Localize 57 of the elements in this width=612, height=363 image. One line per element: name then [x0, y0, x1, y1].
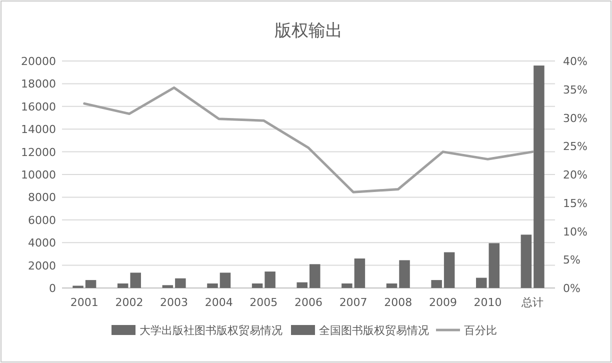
- y-tick-label: 18000: [21, 78, 56, 91]
- bar: [476, 278, 487, 288]
- bar: [220, 272, 231, 288]
- x-tick-label: 2004: [204, 296, 233, 309]
- y-tick-label: 8000: [28, 191, 56, 204]
- y-tick-label: 20000: [21, 55, 56, 68]
- y-tick-label: 0: [49, 282, 56, 295]
- legend-label: 全国图书版权贸易情况: [319, 324, 429, 337]
- x-tick-label: 2008: [384, 296, 412, 309]
- bar: [444, 252, 455, 288]
- y2-tick-label: 0%: [563, 282, 580, 295]
- bar: [117, 283, 128, 288]
- y2-tick-label: 30%: [563, 112, 588, 125]
- y2-tick-label: 35%: [563, 83, 588, 96]
- bar: [534, 66, 544, 288]
- y2-tick-label: 10%: [563, 225, 588, 238]
- y-tick-label: 12000: [21, 146, 56, 159]
- bar: [296, 282, 308, 288]
- y-tick-label: 14000: [21, 123, 56, 136]
- x-tick-label: 2009: [428, 296, 457, 309]
- bar: [162, 285, 174, 288]
- bar: [175, 278, 186, 288]
- line-series: [83, 86, 534, 194]
- x-tick-label: 2001: [70, 296, 98, 309]
- bar: [252, 283, 263, 288]
- x-tick-label: 2006: [294, 296, 322, 309]
- chart-title: 版权输出: [274, 21, 342, 41]
- x-tick-label: 2007: [339, 296, 368, 309]
- bar: [399, 260, 410, 288]
- bar: [386, 283, 398, 288]
- bar: [85, 280, 96, 288]
- bar: [520, 234, 532, 288]
- y-tick-label: 4000: [28, 236, 56, 250]
- y2-tick-label: 20%: [563, 168, 588, 182]
- legend-label: 百分比: [464, 324, 497, 337]
- x-tick-label: 2010: [474, 296, 502, 309]
- y2-tick-label: 5%: [563, 254, 580, 267]
- bar: [342, 283, 352, 288]
- legend-label: 大学出版社图书版权贸易情况: [140, 324, 282, 337]
- x-tick-label: 2002: [115, 296, 144, 309]
- y2-tick-label: 25%: [563, 140, 588, 154]
- bar: [310, 264, 320, 288]
- bar: [354, 258, 366, 288]
- x-tick-label: 总计: [520, 296, 544, 309]
- x-tick-label: 2005: [250, 296, 278, 309]
- bar: [207, 283, 218, 288]
- y-tick-label: 6000: [28, 214, 56, 227]
- bar: [488, 243, 500, 288]
- y2-tick-label: 15%: [563, 196, 588, 210]
- bar: [431, 280, 442, 288]
- y-tick-label: 2000: [28, 259, 56, 272]
- y2-tick-label: 40%: [563, 55, 588, 68]
- y-tick-label: 16000: [21, 100, 56, 114]
- bar: [264, 272, 276, 288]
- bar: [130, 272, 141, 288]
- x-tick-label: 2003: [160, 296, 188, 309]
- y-tick-label: 10000: [21, 168, 56, 182]
